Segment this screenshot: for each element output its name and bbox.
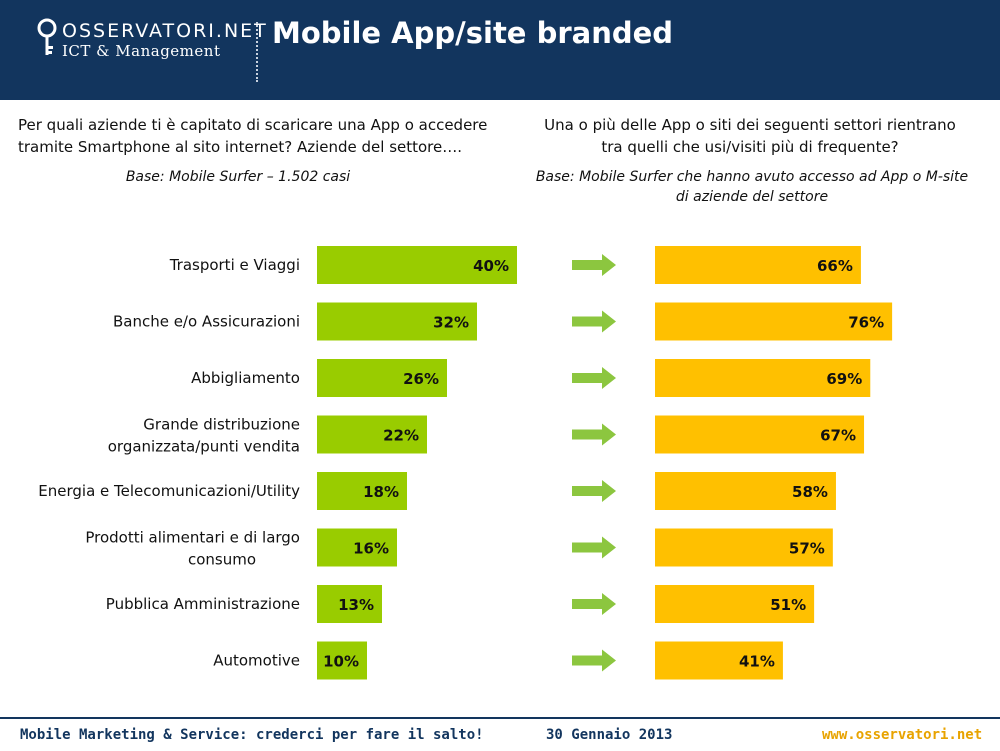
- bar-frequent: [655, 415, 865, 454]
- bar-frequent-value: 76%: [848, 314, 884, 332]
- category-label: Automotive: [213, 652, 300, 670]
- arrow-right-icon: [572, 536, 616, 559]
- bar-access: [317, 472, 407, 510]
- bar-access-value: 40%: [473, 257, 509, 275]
- bar-frequent: [655, 528, 833, 567]
- bar-frequent: [655, 585, 815, 623]
- bar-frequent: [655, 246, 861, 284]
- bar-access-value: 13%: [338, 596, 374, 614]
- arrow-right-icon: [572, 593, 616, 615]
- category-label: Abbigliamento: [191, 369, 300, 387]
- bar-access: [317, 528, 397, 567]
- bar-frequent: [655, 302, 893, 341]
- bar-access-value: 10%: [323, 653, 359, 671]
- bar-frequent: [655, 359, 871, 397]
- question-right: Una o più delle App o siti dei seguenti …: [520, 114, 980, 158]
- bar-access-value: 18%: [363, 483, 399, 501]
- base-right: Base: Mobile Surfer che hanno avuto acce…: [522, 167, 982, 207]
- category-label: Trasporti e Viaggi: [169, 256, 300, 274]
- key-icon: [37, 18, 57, 55]
- page-title: Mobile App/site branded: [272, 16, 674, 50]
- arrow-right-icon: [572, 367, 616, 389]
- footer-event-title: Mobile Marketing & Service: crederci per…: [20, 727, 484, 743]
- arrow-right-icon: [572, 423, 616, 446]
- category-label: Energia e Telecomunicazioni/Utility: [38, 482, 300, 500]
- bar-frequent-value: 58%: [792, 483, 828, 501]
- arrow-right-icon: [572, 254, 616, 276]
- footer-date: 30 Gennaio 2013: [546, 727, 673, 743]
- bar-access-value: 22%: [383, 427, 419, 445]
- bar-frequent-value: 41%: [739, 653, 775, 671]
- question-right-line2: tra quelli che usi/visiti più di frequen…: [601, 138, 899, 156]
- footer-website-link[interactable]: www.osservatori.net: [822, 727, 983, 743]
- arrow-right-icon: [572, 480, 616, 502]
- category-label: Grande distribuzione: [143, 416, 300, 434]
- category-label: Pubblica Amministrazione: [106, 595, 300, 613]
- bar-frequent-value: 51%: [770, 596, 806, 614]
- base-right-line1: Base: Mobile Surfer che hanno avuto acce…: [535, 169, 969, 185]
- arrow-right-icon: [572, 649, 616, 672]
- header-banner: OSSERVATORI.NET ICT & Management Mobile …: [0, 0, 1000, 100]
- bar-frequent: [655, 472, 836, 510]
- header-divider: [256, 22, 258, 82]
- bar-access-value: 32%: [433, 314, 469, 332]
- logo-subtitle: ICT & Management: [62, 42, 221, 60]
- bar-access: [317, 585, 382, 623]
- bar-access-value: 26%: [403, 370, 439, 388]
- bar-frequent-value: 69%: [826, 370, 862, 388]
- category-label: organizzata/punti vendita: [108, 438, 300, 456]
- bar-access: [317, 302, 477, 341]
- base-left: Base: Mobile Surfer – 1.502 casi: [125, 169, 351, 185]
- bar-access: [317, 246, 517, 284]
- footer-divider: [0, 717, 1000, 719]
- bar-access: [317, 641, 367, 680]
- bar-frequent-value: 57%: [789, 540, 825, 558]
- logo-title: OSSERVATORI.NET: [62, 20, 268, 42]
- bar-access: [317, 359, 447, 397]
- category-label: Banche e/o Assicurazioni: [113, 313, 300, 331]
- bar-access: [317, 415, 427, 454]
- question-right-line1: Una o più delle App o siti dei seguenti …: [544, 116, 956, 134]
- question-left: Per quali aziende ti è capitato di scari…: [18, 116, 488, 156]
- bar-frequent: [655, 641, 783, 680]
- arrow-right-icon: [572, 310, 616, 333]
- base-right-line2: di aziende del settore: [675, 189, 829, 205]
- category-label: Prodotti alimentari e di largo: [85, 529, 300, 547]
- bar-frequent-value: 67%: [820, 427, 856, 445]
- category-label: consumo: [188, 551, 256, 569]
- bar-frequent-value: 66%: [817, 257, 853, 275]
- bar-access-value: 16%: [353, 540, 389, 558]
